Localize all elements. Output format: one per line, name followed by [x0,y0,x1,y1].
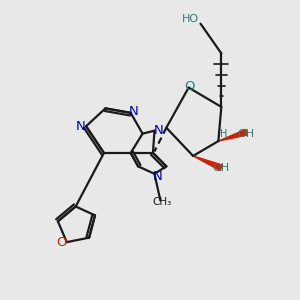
Text: N: N [129,105,139,118]
Text: N: N [154,124,164,137]
Text: N: N [153,170,163,183]
Text: H: H [220,129,227,139]
Text: CH₃: CH₃ [152,197,172,207]
Text: OH: OH [212,163,230,173]
Polygon shape [218,129,248,141]
Polygon shape [193,156,223,171]
Text: HO: HO [182,14,199,24]
Text: N: N [76,120,86,133]
Text: O: O [184,80,194,93]
Text: O: O [56,236,67,249]
Text: OH: OH [238,129,255,139]
